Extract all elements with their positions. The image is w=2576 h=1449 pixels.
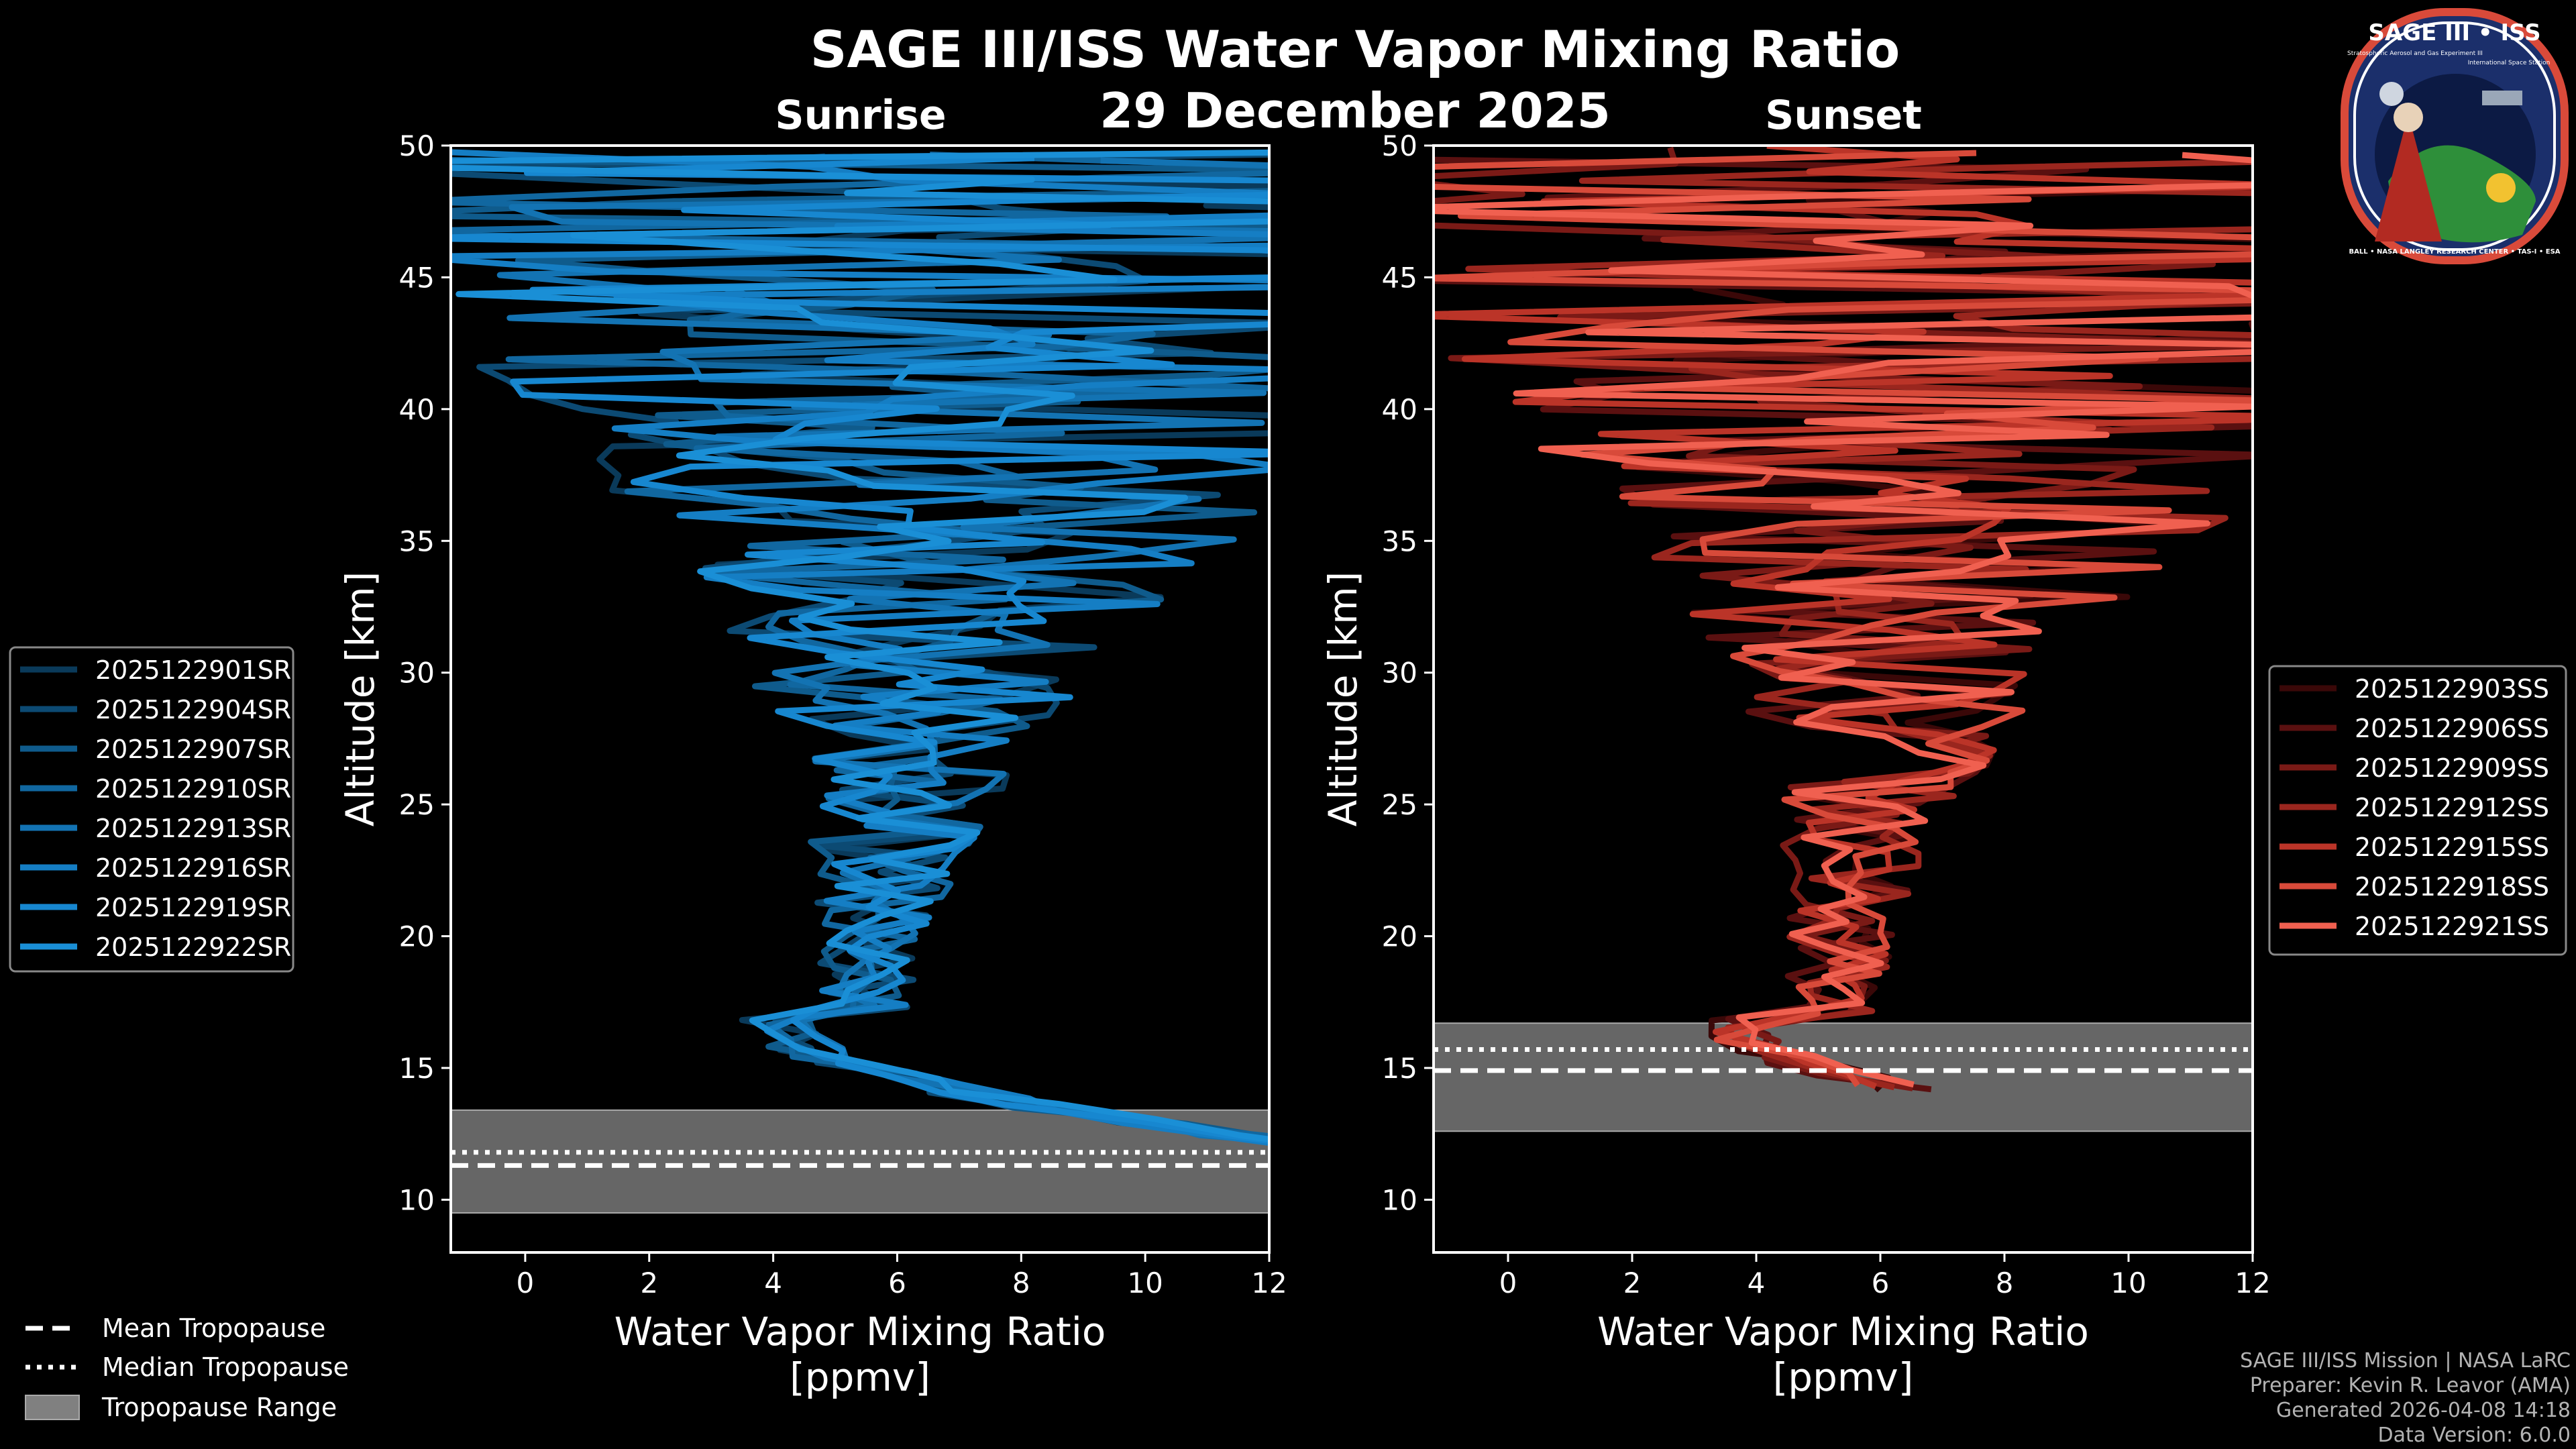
sunrise-legend: 2025122901SR 2025122904SR 2025122907SR 2025… — [9, 646, 294, 973]
tropopause-legend: Mean Tropopause Median Tropopause Tropop… — [25, 1313, 349, 1422]
y-tick-label: 25 — [1382, 788, 1417, 821]
y-tick-label: 15 — [1382, 1052, 1417, 1085]
y-tick-label: 50 — [1382, 129, 1417, 162]
y-tick-label: 45 — [1382, 261, 1417, 294]
y-axis-label: Altitude [km] — [337, 572, 383, 826]
footer-line-2: Preparer: Kevin R. Leavor (AMA) — [2250, 1374, 2571, 1397]
x-tick-label: 10 — [1127, 1267, 1163, 1299]
profile-line-2025122921SS — [1434, 152, 2253, 1088]
y-tick-label: 15 — [399, 1052, 435, 1085]
plot-frame — [449, 144, 1271, 1254]
y-tick-label: 50 — [399, 129, 435, 162]
y-tick-label: 35 — [1382, 525, 1417, 557]
y-tick-label: 25 — [399, 788, 435, 821]
legend-item-2025122910SR: 2025122910SR — [95, 774, 291, 804]
tropopause-range-label: Tropopause Range — [101, 1393, 337, 1422]
legend-item-2025122901SR: 2025122901SR — [95, 655, 291, 685]
footer-line-1: SAGE III/ISS Mission | NASA LaRC — [2240, 1349, 2571, 1373]
sunset-legend: 2025122903SS 2025122906SS 2025122909SS 2025… — [2268, 665, 2567, 956]
x-tick-label: 10 — [2110, 1267, 2146, 1299]
y-axis-label: Altitude [km] — [1320, 572, 1366, 826]
chart-date: 29 December 2025 — [1099, 83, 1611, 139]
x-tick-label: 6 — [1872, 1267, 1890, 1299]
iss-icon — [2482, 91, 2522, 105]
x-tick-label: 8 — [1012, 1267, 1030, 1299]
y-tick-label: 40 — [399, 393, 435, 426]
footer-line-3: Generated 2026-04-08 14:18 — [2276, 1399, 2571, 1422]
legend-item-2025122912SS: 2025122912SS — [2355, 793, 2549, 822]
sun-icon — [2486, 173, 2516, 203]
y-tick-label: 10 — [1382, 1183, 1417, 1216]
legend-item-2025122906SS: 2025122906SS — [2355, 714, 2549, 743]
chart-title: SAGE III/ISS Water Vapor Mixing Ratio — [810, 19, 1900, 79]
logo-title: SAGE III • ISS — [2368, 19, 2540, 46]
profile-lines — [451, 149, 1269, 1146]
wizard-icon — [2375, 114, 2442, 241]
legend-item-2025122903SS: 2025122903SS — [2355, 674, 2549, 704]
legend-item-2025122919SR: 2025122919SR — [95, 893, 291, 922]
x-tick-label: 2 — [640, 1267, 658, 1299]
x-tick-label: 4 — [764, 1267, 782, 1299]
profile-line-2025122915SS — [1434, 146, 2253, 1089]
legend-item-2025122904SR: 2025122904SR — [95, 695, 291, 724]
profile-line-2025122922SR — [451, 149, 1269, 1142]
legend-item-2025122922SR: 2025122922SR — [95, 932, 291, 962]
x-axis-label: Water Vapor Mixing Ratio — [1597, 1309, 2089, 1354]
footer: SAGE III/ISS Mission | NASA LaRC Prepare… — [2240, 1349, 2571, 1447]
x-tick-label: 12 — [2235, 1267, 2270, 1299]
legend-item-2025122915SS: 2025122915SS — [2355, 833, 2549, 862]
legend-item-2025122913SR: 2025122913SR — [95, 814, 291, 843]
median-tropopause-label: Median Tropopause — [102, 1352, 349, 1382]
x-tick-label: 0 — [517, 1267, 535, 1299]
legend-item-2025122921SS: 2025122921SS — [2355, 912, 2549, 941]
legend-item-2025122918SS: 2025122918SS — [2355, 872, 2549, 902]
x-axis-label: [ppmv] — [1773, 1354, 1914, 1400]
y-tick-label: 10 — [399, 1183, 435, 1216]
x-tick-label: 8 — [1996, 1267, 2014, 1299]
sunset-subtitle: Sunset — [1765, 92, 1922, 139]
profile-line-2025122918SS — [1434, 150, 2253, 1087]
legend-item-2025122916SR: 2025122916SR — [95, 853, 291, 883]
x-axis-label: [ppmv] — [790, 1354, 930, 1400]
x-tick-label: 6 — [888, 1267, 906, 1299]
mean-tropopause-label: Mean Tropopause — [102, 1313, 325, 1343]
x-tick-label: 12 — [1251, 1267, 1287, 1299]
x-axis-label: Water Vapor Mixing Ratio — [614, 1309, 1106, 1354]
y-tick-label: 45 — [399, 261, 435, 294]
sunset-panel: Sunset 0 2 4 6 8 10 12 10 15 20 25 30 35 40 45 50 Water V… — [1320, 92, 2271, 1400]
plot-frame — [1432, 144, 2254, 1254]
y-tick-label: 35 — [399, 525, 435, 557]
y-tick-label: 20 — [1382, 920, 1417, 953]
profile-line-2025122906SS — [1434, 156, 2253, 1093]
logo-subtitle: Stratospheric Aerosol and Gas Experiment… — [2347, 50, 2483, 57]
sunrise-subtitle: Sunrise — [775, 92, 946, 139]
x-tick-label: 4 — [1748, 1267, 1766, 1299]
logo-ring-text: BALL • NASA LANGLEY RESEARCH CENTER • TA… — [2349, 248, 2560, 256]
y-tick-label: 30 — [1382, 657, 1417, 690]
y-tick-label: 40 — [1382, 393, 1417, 426]
y-tick-label: 20 — [399, 920, 435, 953]
legend-item-2025122907SR: 2025122907SR — [95, 735, 291, 764]
footer-line-4: Data Version: 6.0.0 — [2378, 1424, 2571, 1447]
logo-right-text: International Space Station — [2468, 60, 2551, 66]
moon-icon — [2379, 82, 2404, 106]
x-tick-label: 2 — [1623, 1267, 1642, 1299]
tropopause-range-swatch — [25, 1395, 80, 1420]
x-tick-label: 0 — [1499, 1267, 1517, 1299]
y-tick-label: 30 — [399, 657, 435, 690]
legend-item-2025122909SS: 2025122909SS — [2355, 753, 2549, 783]
profile-lines — [1434, 146, 2253, 1093]
sage-iii-iss-logo: SAGE III • ISS Stratospheric Aerosol and… — [2341, 8, 2569, 264]
sunrise-panel: Sunrise 0 2 4 6 8 10 12 10 15 20 25 30 35 40 45 50 Water … — [337, 92, 1287, 1400]
